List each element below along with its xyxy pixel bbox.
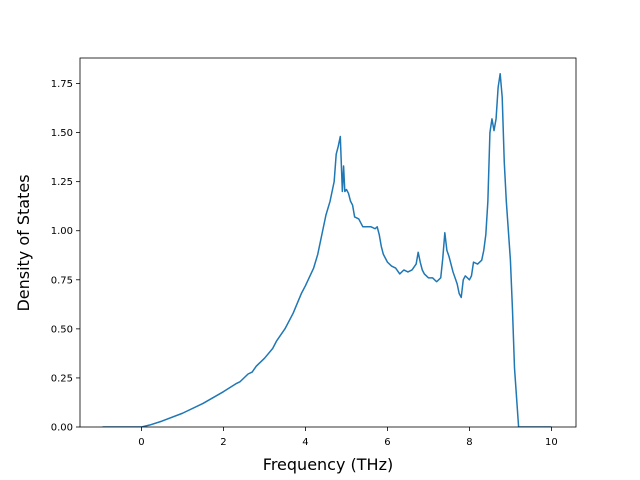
y-tick-label-2: 0.50: [51, 324, 73, 335]
x-tick-label-2: 4: [302, 437, 308, 448]
y-tick-label-0: 0.00: [51, 423, 73, 434]
x-axis-title: Frequency (THz): [263, 455, 393, 474]
x-tick-label-4: 8: [466, 437, 472, 448]
y-tick-label-7: 1.75: [51, 79, 73, 90]
plot-area: 0 2 4 6 8 10 0.00 0.25 0.50 0.75 1.00 1.25 1.50 1.75: [51, 57, 577, 448]
y-tick-label-3: 0.75: [51, 275, 73, 286]
y-tick-label-4: 1.00: [51, 226, 73, 237]
x-tick-label-1: 2: [220, 437, 226, 448]
axes-frame: [79, 57, 577, 428]
y-tick-label-1: 0.25: [51, 373, 73, 384]
y-axis-title: Density of States: [14, 174, 33, 311]
x-tick-label-0: 0: [138, 437, 144, 448]
x-tick-label-3: 6: [384, 437, 390, 448]
x-tick-label-5: 10: [545, 437, 558, 448]
series-line-0: [102, 72, 552, 427]
y-tick-label-6: 1.50: [51, 128, 73, 139]
y-tick-label-5: 1.25: [51, 177, 73, 188]
